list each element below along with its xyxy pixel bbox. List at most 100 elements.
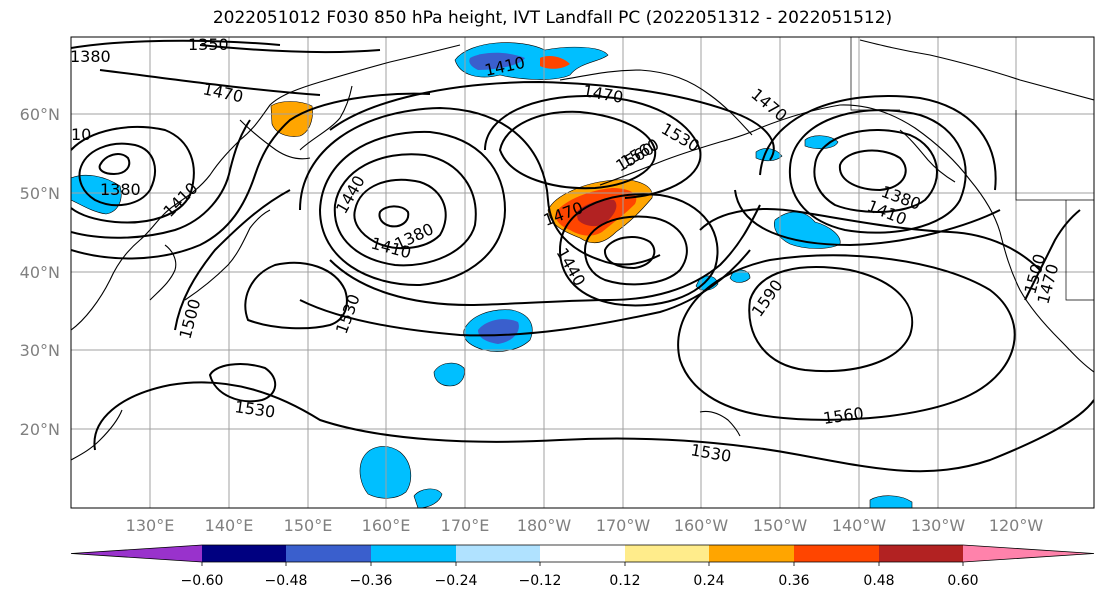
map-title: 2022051012 F030 850 hPa height, IVT Land…: [212, 8, 893, 28]
coast-na-west: [999, 231, 1094, 373]
ivt-shading: [71, 42, 913, 508]
lat-label: 50°N: [20, 184, 60, 203]
contour-1500-east: [699, 208, 1041, 271]
lon-label: 140°W: [832, 516, 887, 535]
contour-label: 1350: [188, 35, 229, 54]
colorbar-segment: [71, 545, 202, 562]
contour-1350-top: [199, 44, 381, 54]
coast-japan: [184, 209, 271, 301]
colorbar-tick-label: 0.24: [693, 573, 724, 589]
colorbar-segment: [879, 545, 963, 562]
map-panel: 1380 1350 1410 1470 1470 1470 1530 1560 …: [70, 35, 1095, 509]
contour-low-east-1410: [788, 109, 967, 234]
colorbar-tick-label: −0.60: [181, 573, 224, 589]
shade-darkblue-arctic: [469, 52, 525, 70]
contour-low-west-1380: [78, 142, 156, 207]
contour-low-arctic-1410: [498, 110, 657, 190]
coast-bc-islands: [899, 129, 956, 183]
contour-low-aleutian-inner: [603, 235, 656, 270]
contour-high-1590: [748, 266, 914, 373]
contour-1440-asia: [71, 119, 251, 239]
colorbar-tick-labels: −0.60 −0.48 −0.36 −0.24 −0.12 0.12 0.24 …: [181, 573, 979, 589]
lon-label: 170°E: [441, 516, 490, 535]
coast-korea: [149, 244, 177, 301]
shade-blue-tropic3: [869, 495, 913, 508]
colorbar-segment: [371, 545, 456, 562]
map-border: [70, 36, 1095, 509]
lat-label: 60°N: [20, 105, 60, 124]
latitude-labels: 60°N 50°N 40°N 30°N 20°N: [20, 105, 60, 439]
contour-label: 1380: [100, 180, 141, 199]
contour-1530-south: [208, 363, 277, 403]
contour-1470-east: [734, 189, 1001, 247]
colorbar-segment: [286, 545, 371, 562]
contour-low-west-inner: [98, 153, 131, 176]
lon-label: 160°W: [674, 516, 729, 535]
hawaii: [699, 410, 741, 437]
lat-label: 40°N: [20, 263, 60, 282]
lat-label: 30°N: [20, 341, 60, 360]
contour-low-east-inner: [838, 149, 907, 192]
shade-blue-small1: [804, 135, 839, 149]
colorbar-tick-label: 0.48: [863, 573, 894, 589]
colorbar-tick-label: −0.24: [435, 573, 478, 589]
contour-1500-asia: [174, 189, 291, 331]
colorbar-segment: [202, 545, 286, 562]
colorbar-tick-label: 0.36: [778, 573, 809, 589]
colorbar-segment: [540, 545, 625, 562]
contour-1500-west-edge: [1024, 209, 1081, 301]
colorbar-segment: [794, 545, 879, 562]
contour-1560: [677, 254, 1016, 421]
colorbar-segment: [625, 545, 709, 562]
contour-1530-asia: [244, 261, 348, 330]
contour-label: 10: [71, 125, 91, 144]
coast-asia: [71, 44, 461, 331]
lon-label: 130°E: [126, 516, 175, 535]
shade-orange-arctic: [540, 56, 570, 69]
shade-blue-arctic: [454, 42, 609, 80]
coast-kamchatka: [299, 85, 353, 151]
contour-label: 1380: [70, 47, 111, 66]
contour-low-aleutian-1440: [583, 215, 688, 286]
lat-label: 20°N: [20, 420, 60, 439]
lon-label: 180°W: [517, 516, 572, 535]
lon-label: 170°W: [596, 516, 651, 535]
contour-low-center-1440: [318, 130, 507, 287]
lon-label: 140°E: [205, 516, 254, 535]
contour-low-center-1470: [299, 106, 661, 266]
shade-darkred-aleutian: [576, 199, 617, 227]
graticule: [71, 37, 1094, 508]
shade-blue-tropic1: [359, 446, 412, 499]
colorbar-tick-label: −0.12: [519, 573, 562, 589]
coast-china-south: [71, 409, 123, 461]
contour-low-center-1410: [333, 153, 477, 267]
coast-okhotsk: [239, 119, 311, 160]
contour-1470-north: [329, 80, 775, 161]
lon-label: 150°E: [284, 516, 333, 535]
coast-aleutians: [599, 127, 761, 186]
colorbar-tick-label: 0.60: [947, 573, 978, 589]
contour-1470-top: [99, 69, 321, 96]
lon-label: 150°W: [753, 516, 808, 535]
contour-low-west-1410: [71, 125, 195, 224]
colorbar: [70, 544, 1095, 566]
shade-darkblue-subtrop: [478, 319, 519, 344]
contour-low-center-inner: [378, 205, 410, 228]
colorbar-tick-label: −0.48: [265, 573, 308, 589]
contour-low-center-1380: [353, 178, 447, 250]
colorbar-segment: [963, 545, 1094, 562]
contour-1440-east: [759, 94, 997, 191]
shade-blue-small2: [755, 148, 783, 162]
shade-blue-tropic2: [413, 488, 443, 508]
arctic-coast: [859, 39, 1094, 101]
contour-1530-south-wide: [93, 381, 1094, 473]
contour-low-arctic-1440: [484, 94, 702, 199]
coastlines: [71, 39, 1094, 461]
lon-label: 130°W: [911, 516, 966, 535]
longitude-labels: 130°E 140°E 150°E 160°E 170°E 180°W 170°…: [126, 516, 1044, 535]
colorbar-segment: [709, 545, 794, 562]
contour-1500-mid: [329, 204, 761, 307]
colorbar-segment: [456, 545, 540, 562]
colorbar-tick-label: −0.36: [350, 573, 393, 589]
